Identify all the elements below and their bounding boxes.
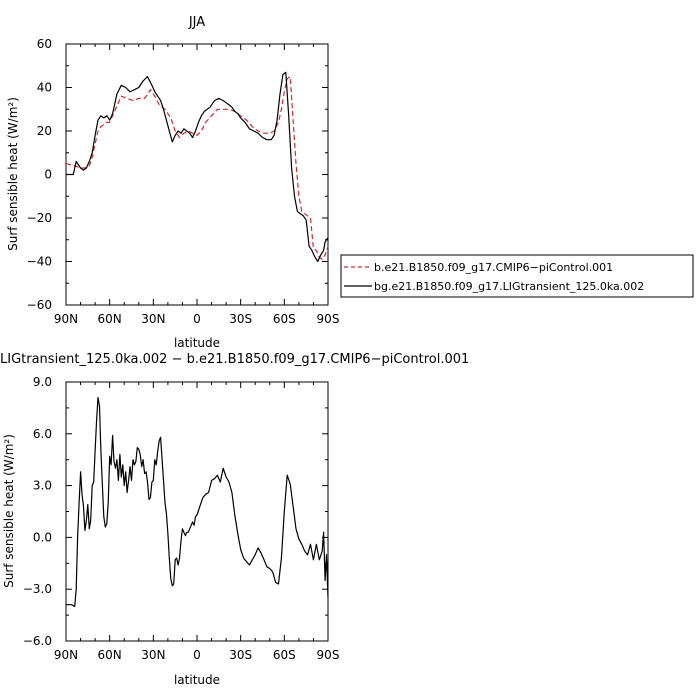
bottom-plot-area: 90N 60N 30N 0 30S 60S 90S −6.0 −3.0 0.0 3.0 6.0 9.0 bbox=[23, 375, 340, 662]
top-y-tick-label: −40 bbox=[27, 255, 52, 269]
bottom-x-tick-label: 30N bbox=[141, 648, 165, 662]
bottom-y-tick-label: 9.0 bbox=[33, 375, 52, 389]
top-series-line-0 bbox=[65, 75, 329, 260]
top-y-tick-label: 20 bbox=[37, 124, 52, 138]
top-series-line-1 bbox=[66, 71, 329, 263]
top-x-tick-label: 30N bbox=[141, 312, 165, 326]
top-y-axis-title: Surf sensible heat (W/m²) bbox=[6, 97, 20, 251]
bottom-chart-title: LIGtransient_125.0ka.002 − b.e21.B1850.f… bbox=[0, 352, 469, 367]
bottom-y-tick-label: 3.0 bbox=[33, 479, 52, 493]
top-x-tick-label: 60N bbox=[98, 312, 122, 326]
bottom-y-axis-title: Surf sensible heat (W/m²) bbox=[2, 434, 16, 588]
bottom-x-tick-label: 60S bbox=[273, 648, 296, 662]
top-y-tick-label: 40 bbox=[37, 81, 52, 95]
top-x-tick-label: 0 bbox=[193, 312, 201, 326]
bottom-y-tick-label: 0.0 bbox=[33, 530, 52, 544]
top-y-tick-label: −20 bbox=[27, 211, 52, 225]
legend: b.e21.B1850.f09_g17.CMIP6−piControl.001 … bbox=[340, 254, 694, 298]
bottom-x-tick-label: 90N bbox=[54, 648, 78, 662]
top-panel: JJA 90N 60N 30N 0 30S 60S 90S−60−40−200204060 … bbox=[6, 15, 694, 350]
bottom-y-tick-label: −6.0 bbox=[23, 634, 52, 648]
legend-label-control: b.e21.B1850.f09_g17.CMIP6−piControl.001 bbox=[374, 261, 613, 274]
bottom-x-tick-label: 90S bbox=[317, 648, 340, 662]
top-x-tick-label: 30S bbox=[229, 312, 252, 326]
top-x-axis-title: latitude bbox=[174, 336, 220, 350]
bottom-x-tick-label: 0 bbox=[193, 648, 201, 662]
top-y-tick-label: 0 bbox=[44, 168, 52, 182]
legend-box bbox=[340, 254, 694, 298]
bottom-series-line-0 bbox=[66, 396, 329, 608]
top-x-tick-label: 90N bbox=[54, 312, 78, 326]
bottom-plot-frame bbox=[65, 381, 329, 642]
legend-label-lig: bg.e21.B1850.f09_g17.LIGtransient_125.0k… bbox=[374, 280, 644, 293]
bottom-y-tick-label: −3.0 bbox=[23, 582, 52, 596]
top-y-tick-label: −60 bbox=[27, 298, 52, 312]
top-x-tick-label: 60S bbox=[273, 312, 296, 326]
top-chart-title: JJA bbox=[188, 15, 205, 30]
bottom-x-tick-label: 30S bbox=[229, 648, 252, 662]
top-x-tick-label: 90S bbox=[317, 312, 340, 326]
top-plot-frame bbox=[65, 43, 329, 306]
bottom-y-tick-label: 6.0 bbox=[33, 427, 52, 441]
bottom-x-tick-label: 60N bbox=[98, 648, 122, 662]
top-y-tick-label: 60 bbox=[37, 37, 52, 51]
bottom-x-axis-title: latitude bbox=[174, 673, 220, 687]
top-plot-area: 90N 60N 30N 0 30S 60S 90S −60 −40 −20 0 20 40 60 bbox=[27, 37, 340, 326]
bottom-panel: LIGtransient_125.0ka.002 − b.e21.B1850.f… bbox=[0, 352, 469, 687]
